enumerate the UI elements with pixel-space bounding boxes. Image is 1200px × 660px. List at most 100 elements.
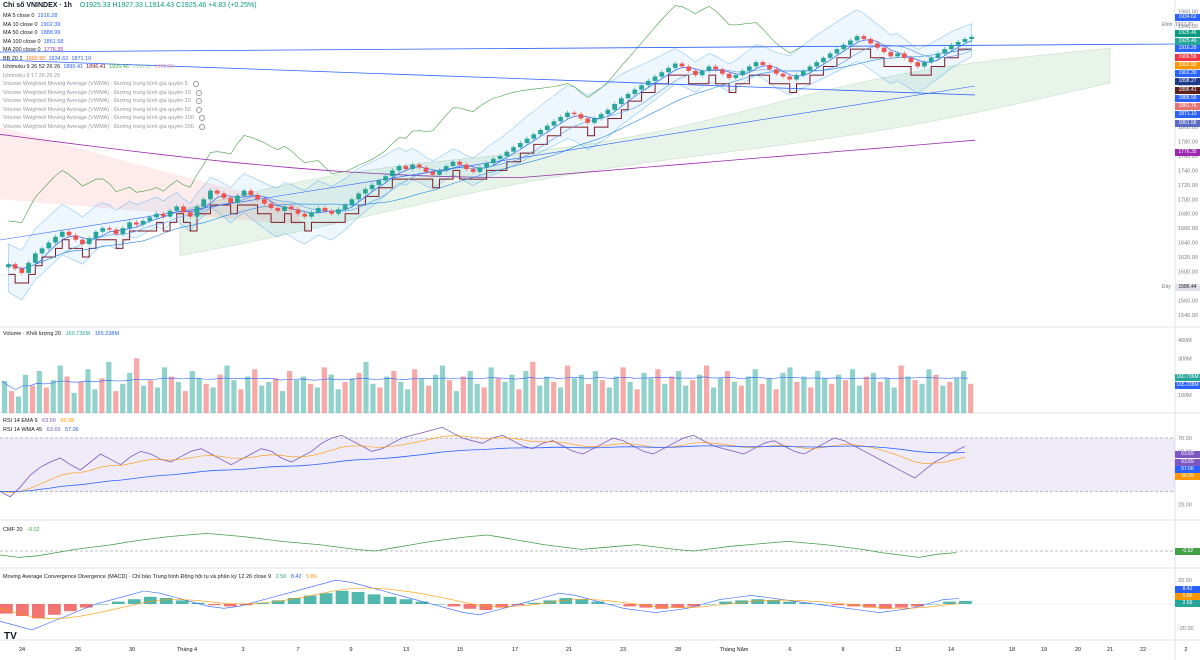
volume-bar [335,389,341,413]
macd-hist-bar [591,601,605,604]
macd-hist-bar [175,600,189,604]
ma-legend-4[interactable]: MA 200 close 0 1776.35 [3,47,208,56]
vwma-legend-4[interactable]: Volume Weighted Moving Average (VWMA) · … [3,115,208,124]
volume-bar [189,371,195,413]
candle [922,62,927,67]
vwma-legend-0[interactable]: Volume Weighted Moving Average (VWMA) · … [3,81,208,90]
volume-bar [307,383,314,413]
volume-bar [398,381,404,413]
cmf-value: -0.02 [27,527,40,533]
rsi1-label: RSI 14 EMA 9 [3,418,38,424]
ma-legend-1[interactable]: MA 10 close 0 1902.39 [3,22,208,31]
macd-v2: 8.42 [290,574,302,580]
volume-bar [460,376,466,413]
candle [93,231,99,239]
volume-bar [606,387,612,413]
volume-bar [738,385,744,413]
time-axis-label: 20 [1075,647,1081,653]
macd-line [0,579,960,631]
eye-icon[interactable] [198,123,205,130]
eye-icon[interactable] [192,81,199,87]
candle [962,39,968,42]
ma-legend-0[interactable]: MA 5 close 0 1916.28 [3,13,208,22]
ma-legend-0-part-0: MA 5 close 0 [3,13,35,19]
rsi2-v2: 57.06 [64,427,79,433]
candle [356,193,362,200]
tradingview-logo-icon[interactable]: TV [4,631,17,642]
volume-bar [127,372,133,413]
cmf-legend[interactable]: CMF 20 -0.02 [3,527,43,534]
ichimoku-legend[interactable]: Ichimoku 9 26 52 26 26 1896.41 1896.41 1925… [3,64,208,73]
low-label: Đáy [1162,284,1171,290]
vwma-legend-3[interactable]: Volume Weighted Moving Average (VWMA) · … [3,106,208,116]
volume-bar [613,376,619,413]
volume-bar [120,383,126,413]
vwma-legend-5[interactable]: Volume Weighted Moving Average (VWMA) · … [3,123,208,133]
vwma-legend-2[interactable]: Volume Weighted Moving Average (VWMA) · … [3,98,208,107]
volume-bar [488,367,494,413]
volume-bar [961,371,967,413]
symbol-title[interactable]: Chỉ số VNINDEX · 1h [3,2,72,9]
volume-bar [690,380,696,413]
time-axis-label: 9 [349,647,352,653]
ma-legend-2[interactable]: MA 50 close 0 1888.99 [3,30,208,39]
macd-hist-bar [47,604,61,615]
candle [187,212,193,217]
volume-bar [328,374,334,413]
macd-hist-bar [831,604,844,606]
candle [969,36,974,40]
candle [133,222,139,225]
volume-bar [113,391,119,413]
price-tag: 1888.99 [1175,95,1200,102]
rsi-legend-1[interactable]: RSI 14 EMA 9 63.69 56.09 [3,418,77,425]
macd-hist-bar [431,604,445,605]
volume-bar [731,381,737,413]
time-axis-label: 17 [512,647,518,653]
bb-legend[interactable]: BB 20 2 1902.90 1934.62 1871.10 [3,56,208,65]
macd-legend[interactable]: Moving Average Convergence Divergence (M… [3,574,320,581]
eye-icon[interactable] [198,115,205,121]
volume-bar [419,378,425,413]
volume-bar [578,374,585,413]
candle [342,205,348,210]
ma-legend-3[interactable]: MA 100 close 0 1861.58 [3,39,208,48]
macd-hist-bar [799,602,812,604]
eye-icon[interactable] [195,89,202,96]
eye-icon[interactable] [195,106,202,113]
macd-hist-bar [0,604,13,614]
volume-bar [662,383,668,413]
candle [154,213,159,218]
candle [288,206,294,210]
rsi-legend-2[interactable]: RSI 14 WMA 45 63.69 57.06 [3,427,82,434]
candle [787,76,793,80]
volume-bar [523,371,529,413]
volume-bar [439,365,446,413]
vwma-legend-1[interactable]: Volume Weighted Moving Average (VWMA) · … [3,89,208,99]
ichimoku2-legend[interactable]: Ichimoku 9 17 26 26 26 [3,73,208,82]
volume-bar [363,361,369,413]
volume-bar [926,369,932,413]
volume-bar [134,358,140,413]
volume-bar [231,380,237,413]
volume-legend[interactable]: Volume · Khối lượng 20 160.736M 165.238M [3,331,122,338]
ma-legend-2-part-1: 1888.99 [40,30,61,36]
time-axis-label: 21 [1107,647,1113,653]
macd-hist-bar [127,599,141,604]
macd-hist-bar [719,601,733,604]
volume-bar [558,387,564,413]
volume-bar [697,374,703,413]
trendline-upper [0,43,1176,53]
candle [140,220,146,225]
candle [53,236,58,243]
candle [915,62,921,67]
volume-bar [154,387,161,413]
candle [201,199,207,207]
candle [470,168,476,172]
macd-hist-bar [207,604,221,606]
ichimoku-legend-part-0: Ichimoku 9 26 52 26 26 [3,64,61,70]
time-axis-label: 28 [675,647,681,653]
volume-bar [717,378,724,413]
volume-bar [446,380,453,413]
eye-icon[interactable] [195,98,202,104]
